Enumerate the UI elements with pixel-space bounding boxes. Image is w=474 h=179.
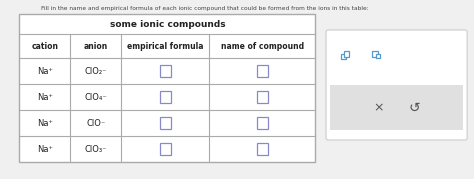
Bar [257,117,268,129]
Bar [19,14,315,162]
Bar [344,51,349,57]
Text: Na⁺: Na⁺ [37,67,53,76]
Bar [330,85,463,130]
Bar [376,54,380,58]
Text: Na⁺: Na⁺ [37,118,53,127]
Text: ×: × [374,101,384,114]
Text: name of compound: name of compound [221,42,304,50]
Text: anion: anion [84,42,108,50]
Bar [372,51,378,57]
Bar [340,54,346,59]
Text: ClO₂⁻: ClO₂⁻ [84,67,107,76]
Bar [160,117,171,129]
Text: Na⁺: Na⁺ [37,93,53,101]
Text: ClO₄⁻: ClO₄⁻ [84,93,107,101]
Text: ClO₃⁻: ClO₃⁻ [84,144,107,154]
Bar [160,91,171,103]
Bar [160,65,171,77]
Bar [257,143,268,155]
Text: ↺: ↺ [409,100,420,115]
Text: Fill in the name and empirical formula of each ionic compound that could be form: Fill in the name and empirical formula o… [41,6,368,11]
Text: ClO⁻: ClO⁻ [86,118,105,127]
Text: cation: cation [31,42,58,50]
Bar [257,91,268,103]
Bar [160,143,171,155]
FancyBboxPatch shape [326,30,467,140]
Bar [257,65,268,77]
Text: some ionic compounds: some ionic compounds [109,20,225,28]
Text: Na⁺: Na⁺ [37,144,53,154]
Text: empirical formula: empirical formula [127,42,204,50]
